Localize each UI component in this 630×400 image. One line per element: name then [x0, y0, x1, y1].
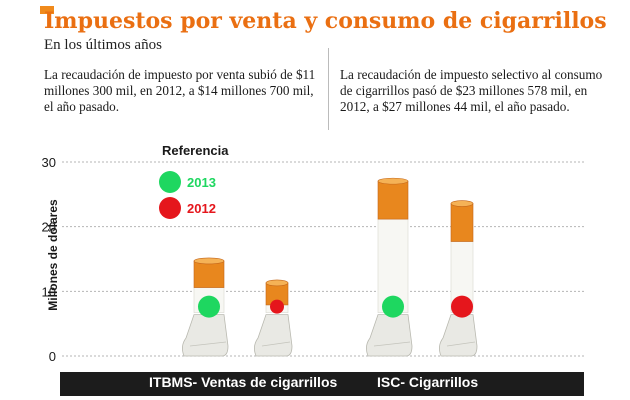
note-itbms: La recaudación de impuesto por venta sub… [44, 67, 316, 114]
page-title: Impuestos por venta y consumo de cigarri… [44, 8, 607, 34]
filter-end [265, 279, 289, 287]
cigarette-filter [193, 260, 225, 288]
series-marker [451, 295, 473, 318]
butt-crease [446, 341, 476, 347]
category-band [60, 372, 584, 396]
series-marker [198, 295, 220, 318]
legend-title: Referencia [162, 143, 229, 158]
filter-end [450, 200, 474, 207]
y-tick-label: 0 [49, 349, 56, 364]
crushed-butt [439, 314, 478, 357]
note-isc: La recaudación de impuesto selectivo al … [340, 67, 603, 114]
title-accent-bar [40, 6, 54, 14]
category-label-itbms: ITBMS- Ventas de cigarrillos [149, 374, 338, 390]
butt-crease [261, 341, 291, 347]
legend-swatch-2012 [159, 197, 181, 219]
crushed-butt [254, 314, 293, 357]
legend-swatch-2013 [159, 171, 181, 193]
filter-end [193, 257, 225, 265]
page-subtitle: En los últimos años [44, 37, 162, 53]
butt-crease [189, 341, 227, 347]
series-marker [270, 299, 284, 314]
notes-divider [328, 48, 329, 130]
category-label-isc: ISC- Cigarrillos [377, 374, 479, 390]
butt-crease [373, 341, 411, 347]
crushed-butt [366, 314, 413, 357]
legend-label-2012: 2012 [187, 201, 216, 216]
y-axis-title: Millones de dólares [46, 199, 60, 311]
y-tick-label: 20 [42, 220, 56, 235]
crushed-butt [182, 314, 229, 357]
cigarette-filter [450, 203, 474, 242]
y-tick-label: 10 [42, 284, 56, 299]
y-tick-label: 30 [42, 155, 56, 170]
legend-label-2013: 2013 [187, 175, 216, 190]
filter-end [377, 177, 409, 185]
cigarette-filter [377, 180, 409, 220]
series-marker [382, 295, 404, 318]
